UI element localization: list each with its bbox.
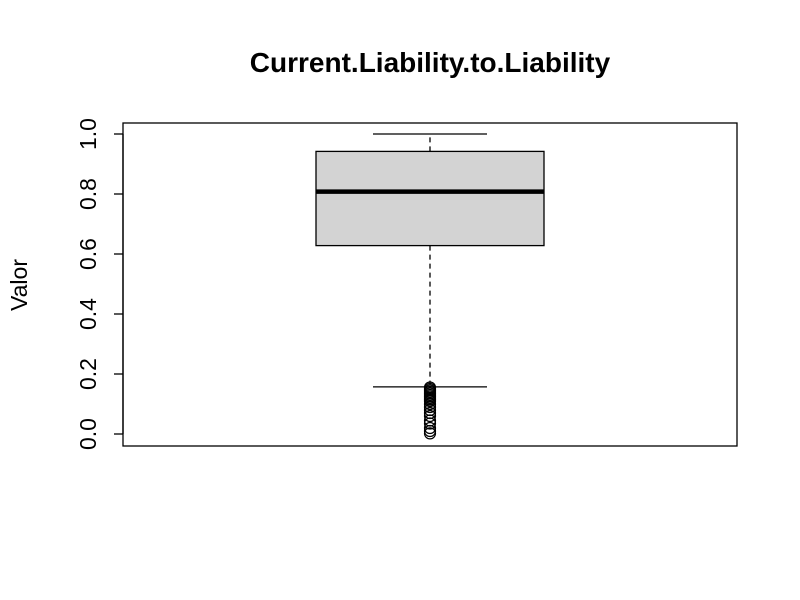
outlier-point [423, 409, 437, 423]
y-tick-label: 0.2 [75, 358, 101, 390]
y-tick-label: 1.0 [75, 118, 101, 150]
y-axis-label: Valor [6, 259, 32, 311]
outlier-point [423, 421, 437, 435]
y-tick-label: 0.4 [75, 298, 101, 330]
y-axis: 0.0 0.2 0.4 0.6 0.8 1.0 [75, 118, 124, 450]
box-group [315, 133, 545, 388]
y-tick-label: 0.6 [75, 238, 101, 270]
outlier-point [423, 427, 437, 440]
y-tick-label: 0.8 [75, 178, 101, 210]
outlier-point [423, 397, 437, 411]
iqr-box [315, 150, 545, 247]
outlier-point [423, 400, 437, 414]
y-tick-label: 0.0 [75, 418, 101, 450]
outliers-group [423, 381, 437, 440]
chart-title: Current.Liability.to.Liability [250, 47, 611, 78]
outlier-point [423, 394, 437, 408]
outlier-point [423, 417, 437, 430]
outlier-point [423, 424, 437, 438]
